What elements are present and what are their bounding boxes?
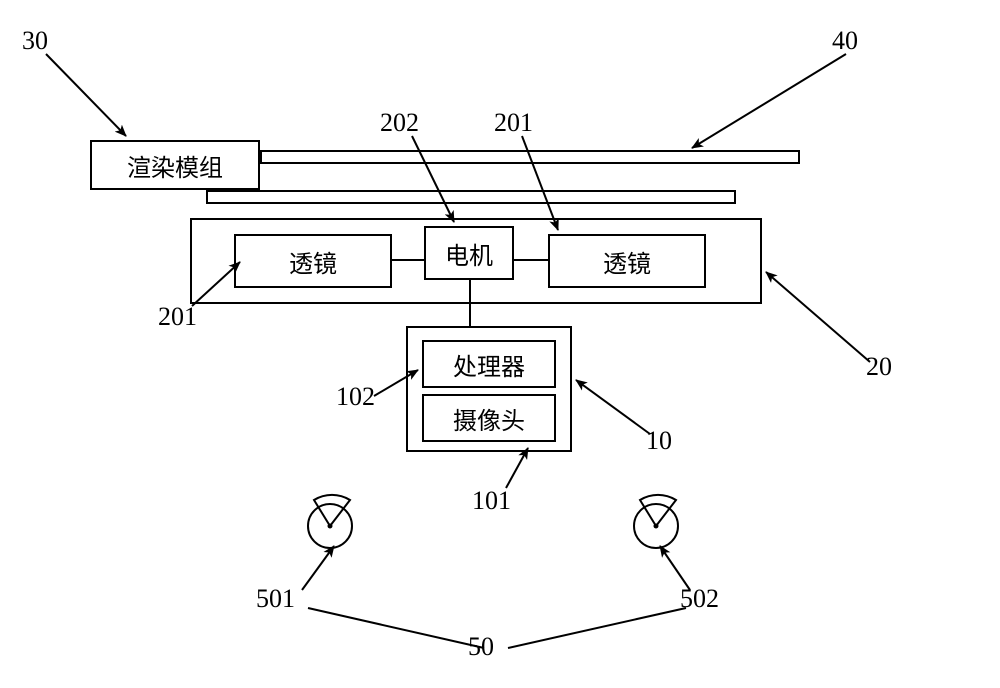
display-bar-bottom [206,190,736,204]
arrow-101 [506,448,528,488]
bracket-50-right [508,608,686,648]
lens-right-label: 透镜 [603,244,651,279]
ref-101: 101 [472,486,511,516]
ref-20: 20 [866,352,892,382]
camera-box: 摄像头 [422,394,556,442]
eye-right-icon [634,495,678,548]
camera-label: 摄像头 [453,401,525,436]
arrow-202 [412,136,454,222]
eye-left-icon [308,495,352,548]
diagram-root: 渲染模组 透镜 电机 透镜 处理器 摄像头 30 40 202 201 201 … [0,0,1000,688]
ref-102: 102 [336,382,375,412]
arrow-20 [766,272,870,362]
lens-left-label: 透镜 [289,244,337,279]
ref-202: 202 [380,108,419,138]
render-module-label: 渲染模组 [127,148,223,183]
display-bar-top [260,150,800,164]
render-module-box: 渲染模组 [90,140,260,190]
processor-label: 处理器 [453,347,525,382]
arrow-501 [302,546,334,590]
ref-30: 30 [22,26,48,56]
motor-box: 电机 [424,226,514,280]
ref-40: 40 [832,26,858,56]
lens-left-box: 透镜 [234,234,392,288]
ref-201-left: 201 [158,302,197,332]
arrow-40 [692,54,846,148]
motor-label: 电机 [445,236,493,271]
arrow-10 [576,380,650,434]
bracket-50-left [308,608,484,648]
processor-box: 处理器 [422,340,556,388]
ref-201-top: 201 [494,108,533,138]
ref-501: 501 [256,584,295,614]
ref-10: 10 [646,426,672,456]
ref-502: 502 [680,584,719,614]
lens-right-box: 透镜 [548,234,706,288]
ref-50: 50 [468,632,494,662]
arrow-30 [46,54,126,136]
